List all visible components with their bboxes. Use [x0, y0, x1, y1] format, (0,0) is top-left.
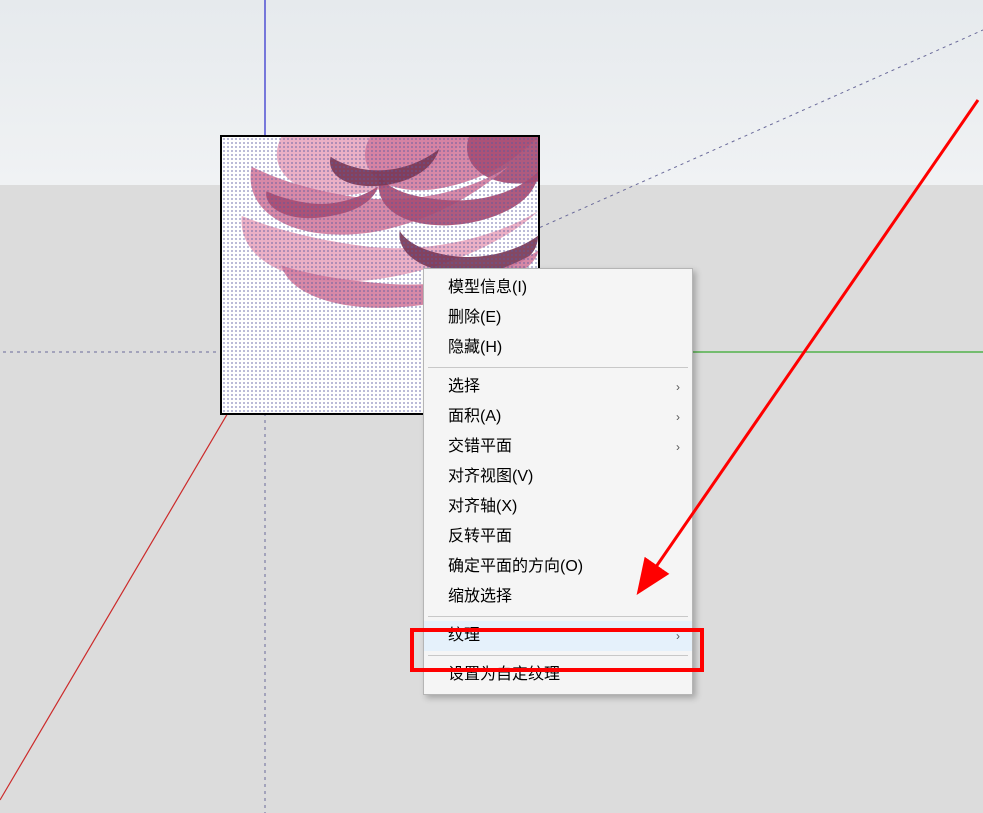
- menu-item[interactable]: 确定平面的方向(O): [424, 552, 692, 582]
- menu-item-label: 确定平面的方向(O): [448, 558, 583, 575]
- menu-item[interactable]: 面积(A) ›: [424, 402, 692, 432]
- menu-item-label: 设置为自定纹理: [448, 666, 560, 683]
- menu-separator: [428, 655, 688, 656]
- menu-item[interactable]: 纹理 ›: [424, 621, 692, 651]
- menu-item-label: 缩放选择: [448, 588, 512, 605]
- menu-item[interactable]: 选择 ›: [424, 372, 692, 402]
- menu-item-label: 反转平面: [448, 528, 512, 545]
- menu-item-label: 删除(E): [448, 309, 501, 326]
- menu-item-label: 对齐轴(X): [448, 498, 517, 515]
- menu-item-label: 选择: [448, 378, 480, 395]
- menu-item[interactable]: 交错平面 ›: [424, 432, 692, 462]
- chevron-right-icon: ›: [676, 406, 680, 428]
- menu-item[interactable]: 模型信息(I): [424, 273, 692, 303]
- menu-item[interactable]: 缩放选择: [424, 582, 692, 612]
- menu-item[interactable]: 对齐轴(X): [424, 492, 692, 522]
- menu-item-label: 模型信息(I): [448, 279, 527, 296]
- sketchup-viewport[interactable]: 模型信息(I) 删除(E) 隐藏(H) 选择 › 面积(A) › 交错平面 › 对齐视图(V) 对齐…: [0, 0, 983, 813]
- menu-item-label: 交错平面: [448, 438, 512, 455]
- menu-separator: [428, 367, 688, 368]
- menu-item-label: 隐藏(H): [448, 339, 502, 356]
- menu-item-label: 面积(A): [448, 408, 501, 425]
- menu-separator: [428, 616, 688, 617]
- menu-item[interactable]: 隐藏(H): [424, 333, 692, 363]
- menu-item[interactable]: 对齐视图(V): [424, 462, 692, 492]
- menu-item-label: 纹理: [448, 627, 480, 644]
- chevron-right-icon: ›: [676, 436, 680, 458]
- menu-item[interactable]: 反转平面: [424, 522, 692, 552]
- menu-item-label: 对齐视图(V): [448, 468, 533, 485]
- context-menu[interactable]: 模型信息(I) 删除(E) 隐藏(H) 选择 › 面积(A) › 交错平面 › 对齐视图(V) 对齐…: [423, 268, 693, 695]
- chevron-right-icon: ›: [676, 625, 680, 647]
- menu-item[interactable]: 设置为自定纹理: [424, 660, 692, 690]
- chevron-right-icon: ›: [676, 376, 680, 398]
- menu-item[interactable]: 删除(E): [424, 303, 692, 333]
